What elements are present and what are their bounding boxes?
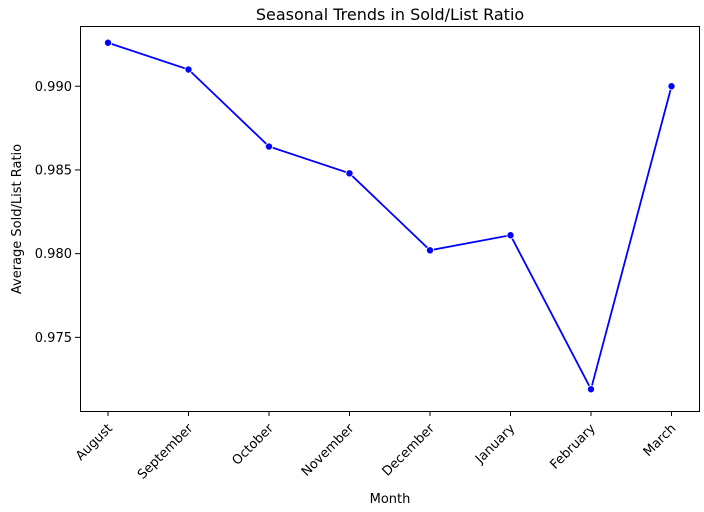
y-tick-label: 0.990 <box>35 80 72 95</box>
data-point <box>667 82 676 91</box>
y-tick-label: 0.975 <box>35 331 72 346</box>
y-tick-label: 0.985 <box>35 163 72 178</box>
data-point <box>104 38 113 47</box>
x-tick-label: November <box>299 421 358 480</box>
data-point <box>264 142 273 151</box>
plot-area <box>80 26 700 412</box>
x-tick-label: February <box>547 421 599 473</box>
x-tick-label: December <box>380 421 439 480</box>
y-axis-label: Average Sold/List Ratio <box>10 144 25 294</box>
x-tick-label: January <box>472 421 518 467</box>
x-tick-label: September <box>135 421 197 483</box>
x-axis: August September October November December Ja… <box>73 411 679 483</box>
chart-title: Seasonal Trends in Sold/List Ratio <box>256 5 524 24</box>
y-axis: 0.975 0.980 0.985 0.990 <box>35 80 80 346</box>
data-point <box>184 65 193 74</box>
data-point <box>345 169 354 178</box>
x-tick-label: August <box>73 421 116 464</box>
data-point <box>587 385 596 394</box>
x-axis-label: Month <box>370 492 411 507</box>
x-tick-label: March <box>641 421 680 460</box>
y-tick-label: 0.980 <box>35 247 72 262</box>
series-line <box>107 41 673 392</box>
data-point <box>506 231 515 240</box>
series-group <box>104 38 676 394</box>
data-point <box>425 246 434 255</box>
x-tick-label: October <box>229 421 277 469</box>
